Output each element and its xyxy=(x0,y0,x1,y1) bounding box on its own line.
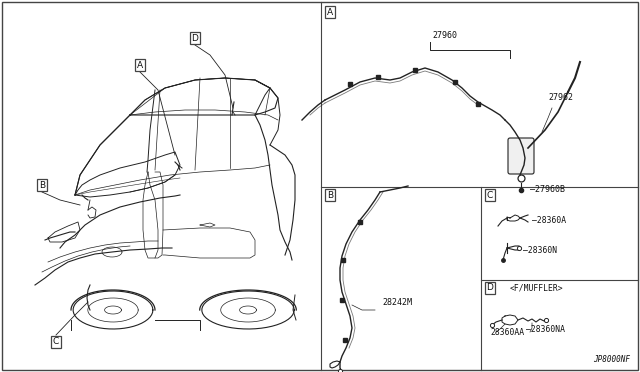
FancyBboxPatch shape xyxy=(508,138,534,174)
Text: B: B xyxy=(327,190,333,199)
Text: —28360NA: —28360NA xyxy=(526,325,565,334)
Text: D: D xyxy=(486,283,493,292)
Text: A: A xyxy=(327,7,333,16)
Text: C: C xyxy=(487,190,493,199)
Text: —28360A: —28360A xyxy=(532,215,566,224)
Text: C: C xyxy=(53,337,59,346)
Text: 28242M: 28242M xyxy=(382,298,412,307)
Text: —27960B: —27960B xyxy=(530,185,565,194)
Text: 27962: 27962 xyxy=(548,93,573,102)
Text: A: A xyxy=(137,61,143,70)
Text: D: D xyxy=(191,33,198,42)
Text: 27960: 27960 xyxy=(432,31,457,40)
Text: JP8000NF: JP8000NF xyxy=(593,355,630,364)
Text: 28360AA: 28360AA xyxy=(490,328,524,337)
Text: <F/MUFFLER>: <F/MUFFLER> xyxy=(510,283,564,292)
Text: —28360N: —28360N xyxy=(523,246,557,254)
Text: B: B xyxy=(39,180,45,189)
